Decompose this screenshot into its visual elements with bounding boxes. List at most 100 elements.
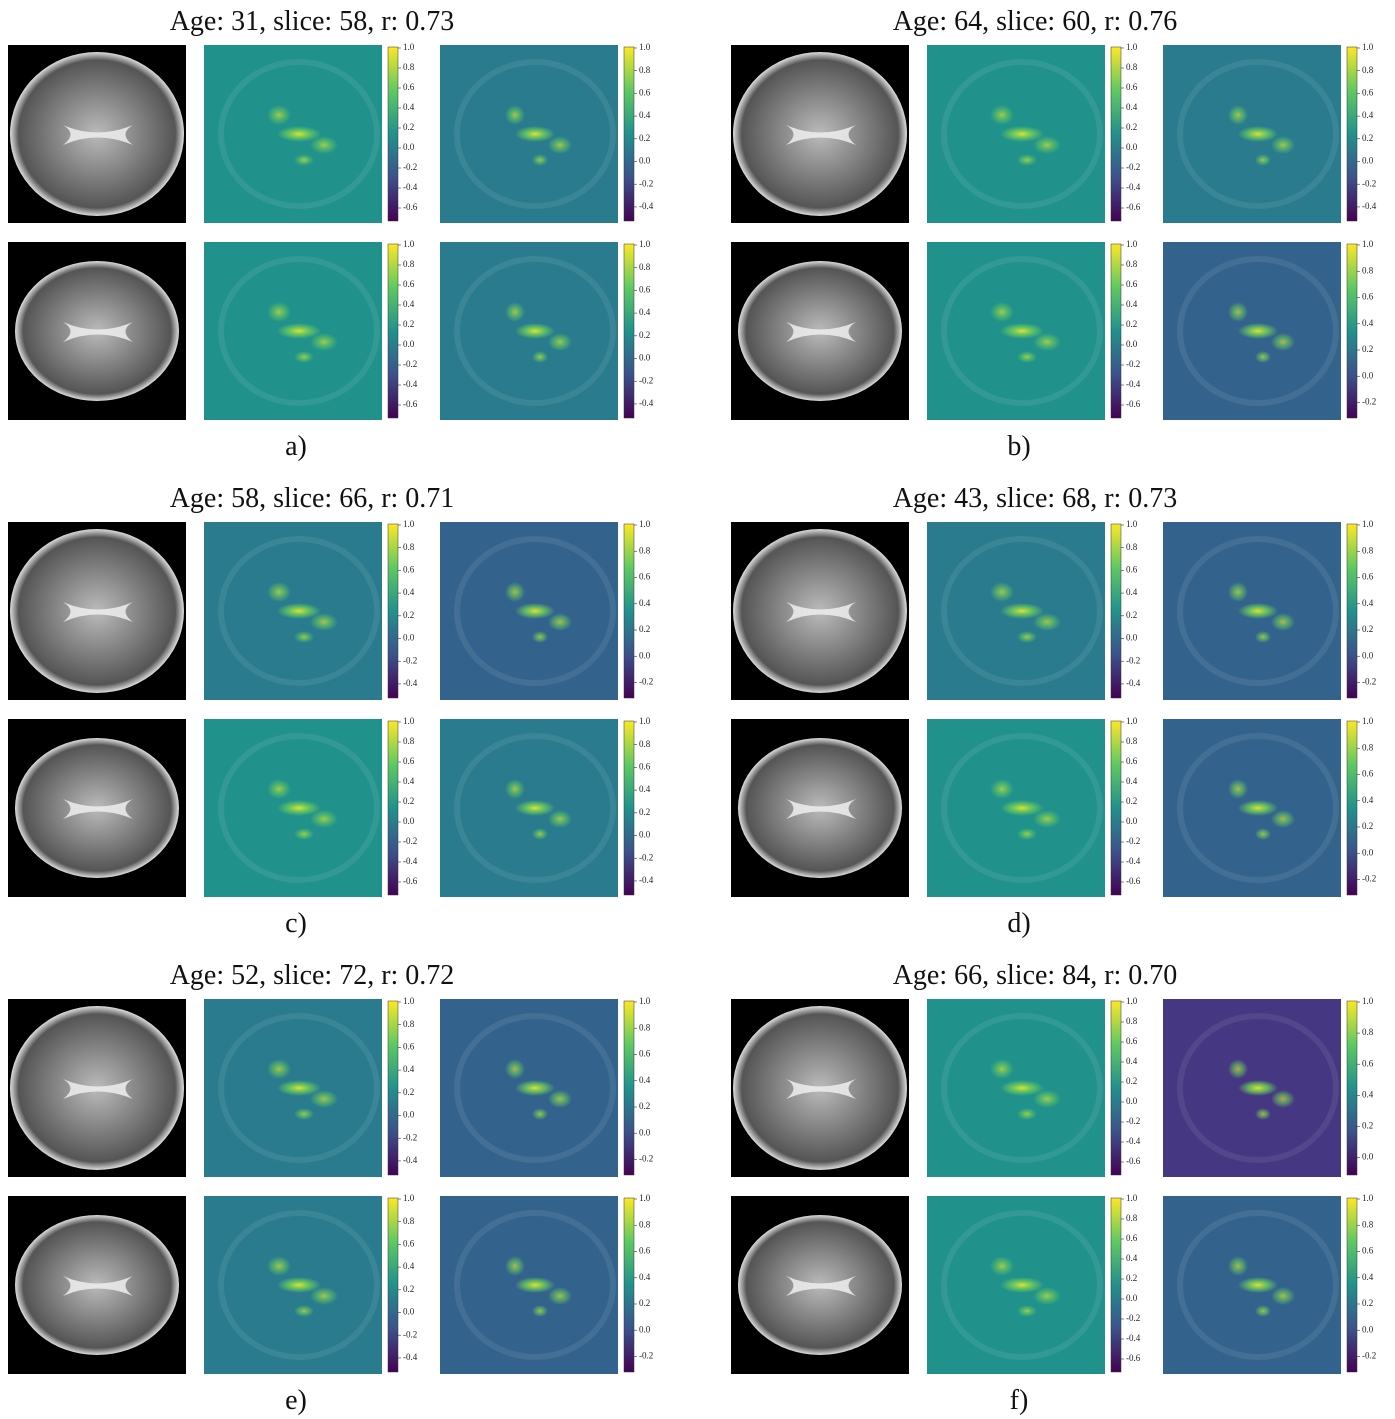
saliency-highlight bbox=[310, 1090, 338, 1108]
colorbar bbox=[387, 720, 399, 896]
colorbar-tick-label: 0.8 bbox=[1362, 265, 1374, 275]
colorbar-tick-label: 0.4 bbox=[1362, 110, 1374, 120]
colorbar-tick-label: 0.6 bbox=[1362, 572, 1374, 582]
saliency-highlight bbox=[505, 1059, 525, 1079]
saliency-highlight bbox=[277, 1277, 321, 1293]
colorbar bbox=[623, 720, 635, 896]
saliency-highlight bbox=[515, 126, 555, 142]
saliency-highlight bbox=[1033, 810, 1061, 828]
brain-outline bbox=[218, 1013, 380, 1163]
colorbar bbox=[387, 1000, 399, 1176]
brain-outline bbox=[941, 536, 1103, 686]
colorbar-tick-label: -0.2 bbox=[1126, 1116, 1140, 1126]
saliency-highlight bbox=[1017, 828, 1037, 840]
brain-outline bbox=[218, 256, 380, 406]
colorbar-tick-label: 0.0 bbox=[639, 650, 651, 660]
saliency-highlight bbox=[1228, 105, 1248, 125]
brain-outline bbox=[218, 536, 380, 686]
colorbar-tick-label: 0.8 bbox=[1126, 542, 1138, 552]
saliency-highlight bbox=[1238, 800, 1278, 816]
brain-outline bbox=[941, 1013, 1103, 1163]
colorbar-tick-label: 0.0 bbox=[639, 1127, 651, 1137]
colorbar-tick-label: 0.4 bbox=[403, 299, 415, 309]
colorbar-tick-label: 0.0 bbox=[639, 830, 651, 840]
colorbar-tick-label: -0.4 bbox=[1126, 678, 1141, 688]
colorbar-tick-label: 0.6 bbox=[1362, 769, 1374, 779]
colorbar-tick-label: 1.0 bbox=[403, 239, 415, 249]
colorbar-tick-label: -0.6 bbox=[403, 202, 418, 212]
colorbar-tick-label: 1.0 bbox=[1126, 1193, 1138, 1203]
colorbar-tick-label: 1.0 bbox=[1126, 42, 1138, 52]
colorbar-tick-label: 1.0 bbox=[639, 716, 651, 726]
colorbar bbox=[1346, 720, 1358, 896]
saliency-highlight bbox=[1271, 1090, 1295, 1108]
colorbar bbox=[1346, 243, 1358, 419]
colorbar-tick-label: -0.2 bbox=[1126, 1313, 1140, 1323]
colorbar-tick-label: -0.2 bbox=[403, 655, 417, 665]
colorbar-tick-label: -0.2 bbox=[1362, 1351, 1376, 1361]
mri-ventricles bbox=[786, 125, 856, 145]
saliency-highlight bbox=[294, 1305, 314, 1317]
colorbar-tick-label: 0.0 bbox=[403, 816, 415, 826]
colorbar-tick-label: 1.0 bbox=[1126, 716, 1138, 726]
colorbar-tick-label: -0.4 bbox=[639, 398, 654, 408]
colorbar-tick-label: 0.0 bbox=[1362, 156, 1374, 166]
colorbar-tick-label: 0.6 bbox=[1126, 82, 1138, 92]
colorbar-tick-label: 1.0 bbox=[1126, 996, 1138, 1006]
colorbar-tick-label: 0.6 bbox=[403, 564, 415, 574]
saliency-highlight bbox=[277, 1080, 321, 1096]
panel-title: Age: 64, slice: 60, r: 0.76 bbox=[893, 6, 1178, 37]
colorbar-tick-label: -0.4 bbox=[403, 379, 418, 389]
colorbar-tick-label: 0.4 bbox=[1126, 776, 1138, 786]
colorbar bbox=[387, 243, 399, 419]
saliency-highlight bbox=[267, 1059, 291, 1079]
colorbar-tick-label: 0.8 bbox=[639, 262, 651, 272]
colorbar-tick-label: 0.4 bbox=[403, 1261, 415, 1271]
brain-outline bbox=[454, 733, 616, 883]
colorbar bbox=[1346, 46, 1358, 222]
colorbar bbox=[623, 1000, 635, 1176]
saliency-highlight bbox=[990, 105, 1014, 125]
saliency-highlight bbox=[1000, 126, 1044, 142]
saliency-highlight bbox=[267, 1256, 291, 1276]
colorbar-tick-label: 0.6 bbox=[403, 756, 415, 766]
colorbar-tick-label: 0.8 bbox=[1126, 1213, 1138, 1223]
saliency-highlight bbox=[1017, 631, 1037, 643]
colorbar bbox=[623, 243, 635, 419]
colorbar-tick-label: 0.6 bbox=[639, 284, 651, 294]
saliency-highlight bbox=[294, 154, 314, 166]
panel-label: a) bbox=[285, 431, 307, 462]
colorbar-tick-label: 0.8 bbox=[1126, 259, 1138, 269]
colorbar-tick-label: -0.2 bbox=[639, 677, 653, 687]
saliency-highlight bbox=[532, 631, 548, 643]
mri-ventricles bbox=[63, 1079, 133, 1099]
colorbar bbox=[387, 523, 399, 699]
colorbar-tick-label: 0.2 bbox=[1126, 1273, 1137, 1283]
saliency-highlight bbox=[1033, 1287, 1061, 1305]
colorbar-tick-label: -0.2 bbox=[1362, 397, 1376, 407]
panel-label: d) bbox=[1007, 908, 1030, 939]
colorbar bbox=[1110, 243, 1122, 419]
colorbar-tick-label: 0.0 bbox=[1362, 1324, 1374, 1334]
colorbar-tick-label: 0.6 bbox=[639, 761, 651, 771]
saliency-highlight bbox=[1271, 810, 1295, 828]
saliency-highlight bbox=[310, 136, 338, 154]
mri-ventricles bbox=[786, 799, 856, 819]
saliency-highlight bbox=[548, 136, 572, 154]
brain-outline bbox=[218, 733, 380, 883]
saliency-highlight bbox=[1255, 631, 1271, 643]
saliency-highlight bbox=[1000, 323, 1044, 339]
colorbar bbox=[1110, 46, 1122, 222]
colorbar-tick-label: -0.4 bbox=[1126, 1333, 1141, 1343]
colorbar-tick-label: 1.0 bbox=[403, 716, 415, 726]
colorbar-tick-label: 0.6 bbox=[403, 82, 415, 92]
colorbar-tick-label: 0.8 bbox=[1362, 545, 1374, 555]
colorbar-tick-label: 0.0 bbox=[1362, 650, 1374, 660]
colorbar-tick-label: -0.6 bbox=[403, 876, 418, 886]
colorbar bbox=[387, 1197, 399, 1373]
mri-ventricles bbox=[63, 1276, 133, 1296]
colorbar-tick-label: 0.4 bbox=[1362, 598, 1374, 608]
colorbar-tick-label: 0.8 bbox=[1362, 1219, 1374, 1229]
colorbar-tick-label: 0.4 bbox=[639, 1075, 651, 1085]
saliency-highlight bbox=[532, 828, 548, 840]
